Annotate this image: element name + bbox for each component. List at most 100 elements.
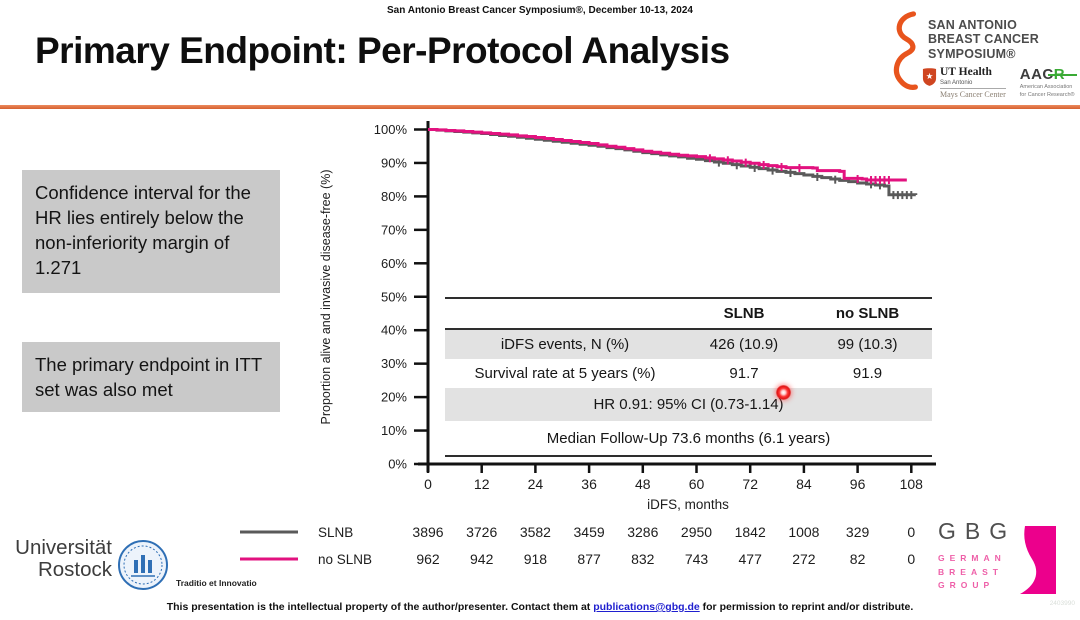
x-tick-label: 96 — [850, 476, 866, 492]
sabcs-line2: BREAST CANCER — [928, 32, 1039, 47]
x-tick-label: 72 — [742, 476, 758, 492]
callout-noninferiority: Confidence interval for the HR lies enti… — [22, 170, 280, 293]
x-tick-label: 60 — [689, 476, 705, 492]
row-survival-slnb: 91.7 — [729, 365, 759, 382]
rostock-line1: Universität — [15, 536, 112, 559]
y-tick-label: 40% — [381, 323, 407, 338]
y-tick-label: 30% — [381, 356, 407, 371]
at-risk-value: 743 — [685, 551, 709, 567]
results-table-header: SLNB no SLNB — [445, 299, 932, 330]
at-risk-value: 82 — [850, 551, 866, 567]
divider-rule — [0, 105, 1080, 109]
row-idfs-label: iDFS events, N (%) — [500, 336, 630, 353]
row-idfs-slnb: 426 (10.9) — [709, 336, 779, 353]
gbg-logo: GBG GERMAN BREAST GROUP — [938, 518, 1057, 594]
rostock-line2: Rostock — [37, 558, 112, 582]
at-risk-value: 272 — [792, 551, 816, 567]
footer-note: This presentation is the intellectual pr… — [0, 601, 1080, 613]
at-risk-value: 3459 — [574, 524, 605, 540]
sabcs-line3: SYMPOSIUM® — [928, 46, 1016, 61]
x-axis-title: iDFS, months — [647, 497, 729, 512]
aacr-name-a: AAC — [1019, 66, 1054, 84]
watermark-id: 2403990 — [1049, 600, 1075, 607]
at-risk-value: 918 — [524, 551, 548, 567]
uthealth-shield-icon: ★ — [922, 68, 937, 86]
at-risk-value: 1008 — [788, 524, 819, 540]
y-tick-label: 100% — [374, 122, 408, 137]
y-tick-label: 10% — [381, 423, 407, 438]
svg-text:★: ★ — [926, 71, 934, 81]
at-risk-value: 942 — [470, 551, 494, 567]
rostock-motto: Traditio et Innovatio — [176, 578, 257, 588]
table-row: Survival rate at 5 years (%) 91.7 91.9 — [445, 359, 932, 388]
y-tick-label: 70% — [381, 222, 407, 237]
x-tick-label: 84 — [796, 476, 812, 492]
at-risk-value: 962 — [416, 551, 440, 567]
x-tick-label: 24 — [528, 476, 544, 492]
legend-label-slnb: SLNB — [318, 525, 353, 540]
at-risk-value: 477 — [739, 551, 763, 567]
row-survival-noslnb: 91.9 — [852, 365, 883, 382]
x-tick-label: 0 — [424, 476, 432, 492]
at-risk-value: 3726 — [466, 524, 497, 540]
uthealth-logo: ★ UT Health San Antonio Mays Cancer Cent… — [922, 67, 1006, 99]
x-tick-label: 108 — [900, 476, 924, 492]
curve-no-slnb — [428, 128, 907, 182]
aacr-green-bar — [1048, 73, 1077, 77]
uthealth-sub: San Antonio — [940, 79, 973, 86]
uthealth-center: Mays Cancer Center — [940, 87, 1006, 99]
at-risk-value: 3582 — [520, 524, 551, 540]
legend-label-no-slnb: no SLNB — [318, 552, 372, 567]
page-title: Primary Endpoint: Per-Protocol Analysis — [35, 30, 730, 71]
footer-post: for permission to reprint and/or distrib… — [699, 601, 914, 613]
sabcs-line1: SAN ANTONIO — [928, 18, 1018, 32]
footer-pre: This presentation is the intellectual pr… — [166, 601, 594, 613]
callout-itt: The primary endpoint in ITT set was also… — [22, 342, 280, 412]
rostock-seal-icon — [118, 540, 168, 590]
km-chart: 0% 10% 20% 30% 40% 50% 60% 70% 80% 90% 100% 0 12 24 36… — [240, 121, 936, 567]
uthealth-name: UT Health — [940, 66, 992, 79]
sabcs-ribbon-icon — [893, 11, 918, 90]
at-risk-value: 877 — [577, 551, 601, 567]
x-tick-label: 12 — [474, 476, 490, 492]
aacr-logo: AACR American Association for Cancer Res… — [1019, 66, 1077, 99]
table-row: iDFS events, N (%) 426 (10.9) 99 (10.3) — [445, 330, 932, 359]
sabcs-logo: SAN ANTONIO BREAST CANCER SYMPOSIUM® ★ U… — [884, 10, 1080, 99]
rostock-logo: Universität Rostock Traditio et Innovati… — [8, 536, 257, 593]
footer-email-link[interactable]: publications@gbg.de — [593, 601, 700, 613]
gbg-breast-icon — [1020, 526, 1057, 594]
y-tick-label: 90% — [381, 155, 407, 170]
at-risk-value: 2950 — [681, 524, 712, 540]
laser-pointer-dot — [776, 385, 791, 400]
at-risk-value: 832 — [631, 551, 655, 567]
gbg-name: GBG — [938, 518, 1017, 544]
curve-slnb — [428, 128, 918, 197]
at-risk-value: 329 — [846, 524, 870, 540]
y-tick-label: 0% — [388, 457, 407, 472]
at-risk-value: 0 — [907, 551, 915, 567]
y-axis-title: Proportion alive and invasive disease-fr… — [319, 170, 333, 425]
row-survival-label: Survival rate at 5 years (%) — [474, 365, 656, 382]
gbg-sub1: GERMAN — [938, 553, 1006, 563]
gbg-sub2: BREAST — [938, 566, 1003, 577]
x-tick-label: 36 — [581, 476, 597, 492]
row-idfs-noslnb: 99 (10.3) — [837, 336, 898, 353]
col-slnb: SLNB — [723, 305, 765, 322]
at-risk-value: 3896 — [412, 524, 443, 540]
gbg-sub3: GROUP — [938, 580, 995, 591]
hazard-ratio-row: HR 0.91: 95% CI (0.73-1.14) — [445, 388, 932, 421]
col-no-slnb: no SLNB — [835, 305, 900, 322]
y-tick-label: 60% — [381, 256, 407, 271]
y-tick-label: 50% — [381, 289, 407, 304]
y-tick-label: 20% — [381, 390, 407, 405]
y-tick-label: 80% — [381, 189, 407, 204]
symposium-header: San Antonio Breast Cancer Symposium®, De… — [386, 5, 693, 16]
results-table: SLNB no SLNB iDFS events, N (%) 426 (10.… — [445, 297, 932, 457]
aacr-sub1: American Association — [1019, 84, 1073, 91]
at-risk-value: 3286 — [627, 524, 658, 540]
aacr-sub2: for Cancer Research® — [1019, 91, 1075, 98]
at-risk-value: 0 — [907, 524, 915, 540]
followup-row: Median Follow-Up 73.6 months (6.1 years) — [546, 429, 831, 447]
at-risk-value: 1842 — [735, 524, 766, 540]
